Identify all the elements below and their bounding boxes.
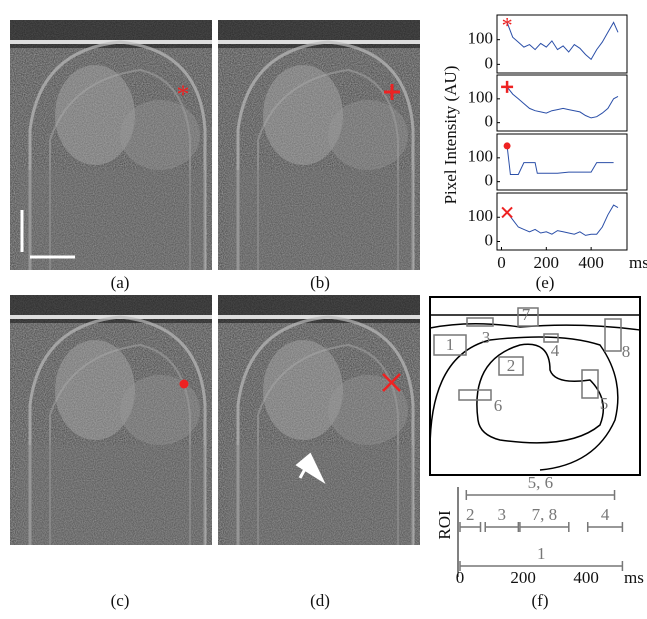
roi-interval (459, 561, 624, 571)
plot-frame (496, 14, 628, 74)
x-tick-label: 0 (497, 253, 506, 272)
roi-label: 4 (551, 341, 560, 360)
intensity-line (506, 204, 619, 236)
roi-box (458, 389, 492, 401)
dot-marker (503, 142, 511, 150)
scale-bar (20, 210, 75, 259)
roi-box (498, 356, 524, 376)
star-marker: * (177, 80, 190, 109)
roi-box (517, 307, 539, 327)
interval-label: 1 (537, 544, 546, 563)
roi-interval (465, 490, 616, 500)
roi-label: 7 (522, 305, 531, 324)
interval-label: 4 (601, 505, 610, 524)
panel-label: (a) (111, 273, 130, 292)
panel-label: (f) (532, 591, 549, 610)
roi-label: 6 (494, 396, 503, 415)
image-a (10, 20, 212, 270)
roi-box (433, 334, 467, 356)
x-marker (382, 373, 401, 392)
panel-label: (b) (310, 273, 330, 292)
roi-label: 2 (507, 356, 516, 375)
star-marker: * (502, 12, 513, 37)
plot-frame (496, 133, 628, 191)
x-tick-label: 400 (573, 568, 599, 587)
plus-marker (501, 80, 514, 93)
dot-marker (179, 379, 189, 389)
x-marker (501, 206, 513, 219)
panel-label: (e) (536, 273, 555, 292)
y-tick-label: 100 (468, 29, 494, 48)
roi-box (543, 333, 559, 343)
plot-frame (496, 192, 628, 251)
image-c (10, 295, 212, 545)
y-tick-label: 0 (485, 53, 494, 72)
panel-label: (c) (111, 591, 130, 610)
roi-interval (484, 522, 520, 532)
interval-label: 7, 8 (532, 505, 558, 524)
roi-interval (459, 522, 482, 532)
y-tick-label: 100 (468, 147, 494, 166)
y-tick-label: 100 (468, 88, 494, 107)
image-d (218, 295, 420, 545)
y-tick-label: 0 (485, 112, 494, 131)
intensity-line (506, 145, 614, 175)
panel-label: (d) (310, 591, 330, 610)
roi-box (581, 369, 599, 399)
y-axis-label: Pixel Intensity (AU) (441, 66, 460, 205)
roi-box (466, 317, 494, 327)
intensity-line (506, 21, 619, 61)
x-tick-label: 200 (534, 253, 560, 272)
x-tick-label: 400 (578, 253, 604, 272)
y-tick-label: 100 (468, 206, 494, 225)
intensity-line (506, 86, 619, 119)
interval-label: 5, 6 (528, 473, 554, 492)
roi-label: 1 (446, 335, 455, 354)
arrow (295, 452, 326, 485)
x-tick-label: 0 (456, 568, 465, 587)
roi-box (604, 318, 622, 352)
diagram (429, 296, 641, 476)
y-axis-label: ROI (435, 510, 454, 540)
roi-interval (519, 522, 570, 532)
oct-images: * (10, 20, 420, 545)
roi-interval (586, 522, 624, 532)
y-tick-label: 0 (485, 171, 494, 190)
x-unit: ms (629, 253, 647, 272)
interval-label: 2 (466, 505, 475, 524)
image-b (218, 20, 420, 270)
x-unit: ms (624, 568, 644, 587)
plus-marker (384, 84, 400, 100)
roi-label: 5 (600, 394, 609, 413)
roi-label: 8 (622, 342, 631, 361)
interval-label: 3 (498, 505, 507, 524)
y-tick-label: 0 (485, 230, 494, 249)
plot-frame (496, 74, 628, 132)
x-tick-label: 200 (510, 568, 536, 587)
roi-label: 3 (482, 328, 491, 347)
